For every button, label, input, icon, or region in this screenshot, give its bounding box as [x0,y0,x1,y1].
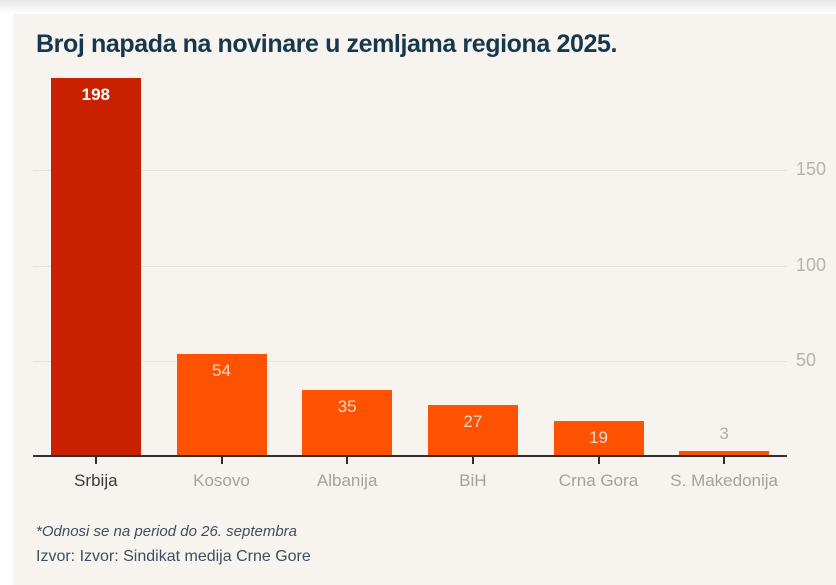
category-label: S. Makedonija [670,471,779,490]
bar-albanija: 35 [302,390,393,457]
bar-value-label: 198 [81,85,111,105]
x-axis-tick [723,457,726,464]
category-label: Albanija [316,471,378,490]
bar-value-label: 27 [463,412,483,432]
bar-kosovo: 54 [176,353,267,457]
bar-value-label: 54 [212,360,231,380]
chart-title: Broj napada na novinare u zemljama regio… [36,30,618,58]
bar-value-label: 19 [589,427,608,447]
gridline [33,265,787,267]
source-credit: Izvor: Izvor: Sindikat medija Crne Gore [36,548,311,565]
y-axis-tick-label: 150 [796,159,827,180]
chart-card: Broj napada na novinare u zemljama regio… [13,14,836,585]
bar-s-makedonija [679,451,770,457]
gridline [33,170,787,172]
y-axis-tick-label: 50 [796,350,817,371]
category-label: Kosovo [193,471,250,490]
gridline [33,361,787,363]
x-axis-tick [471,457,474,464]
bar-value-label: 35 [337,397,357,417]
x-axis-tick [220,457,223,464]
category-label: Srbija [74,471,118,490]
x-axis-line [33,455,787,457]
x-axis-tick [597,457,600,464]
bar-srbija: 198 [50,78,141,457]
top-gradient [0,0,836,14]
bar-value-label: 3 [719,424,729,444]
x-axis-tick [94,457,97,464]
bar-chart: 50 100 150 198 Srbija 54 Kosovo 35 Albanija 27 BiH… [33,67,826,490]
bar-bih: 27 [427,405,518,457]
x-axis-tick [346,457,349,464]
y-axis-tick-label: 100 [796,254,827,275]
bar-crna-gora: 19 [553,420,644,457]
category-label: Crna Gora [558,471,639,490]
footnote: *Odnosi se na period do 26. septembra [36,523,297,540]
category-label: BiH [459,471,487,490]
